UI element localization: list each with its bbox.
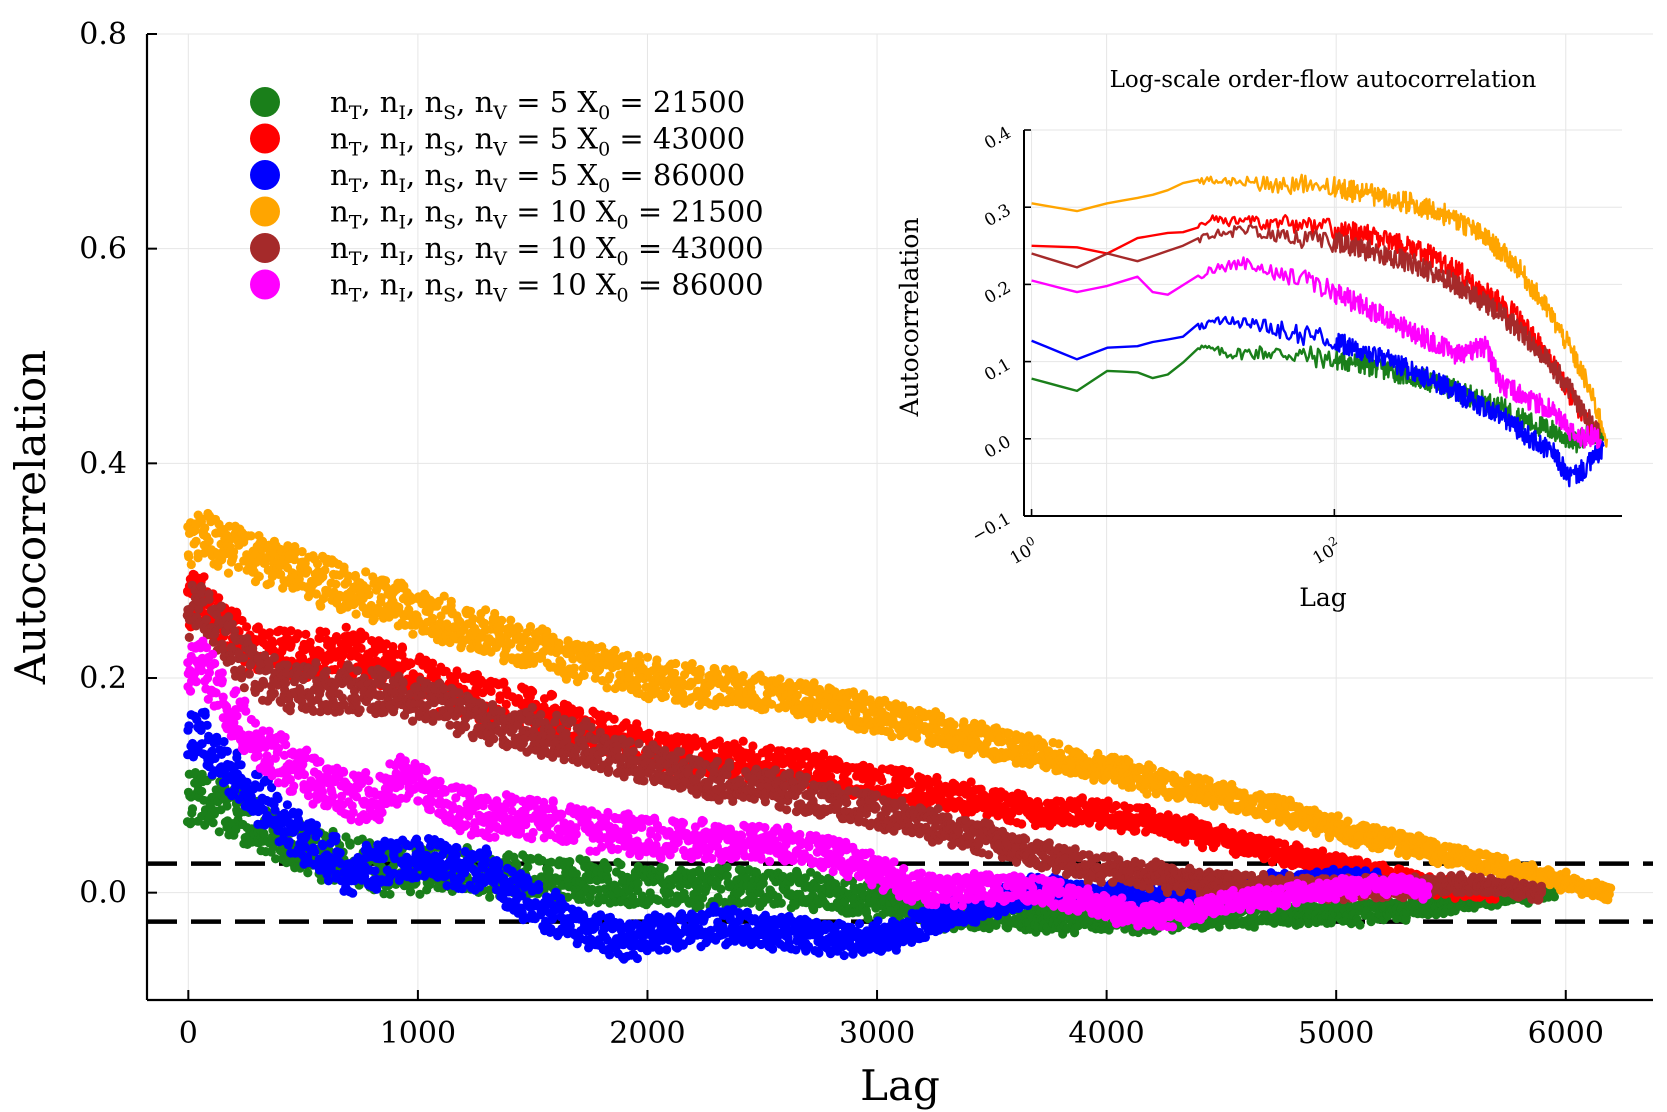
data-point bbox=[863, 913, 873, 924]
data-point bbox=[265, 628, 275, 638]
data-point bbox=[199, 572, 209, 582]
data-point bbox=[272, 791, 282, 801]
data-point bbox=[222, 746, 232, 756]
data-point bbox=[722, 862, 732, 873]
data-point bbox=[397, 642, 407, 652]
data-point bbox=[528, 687, 538, 697]
data-point bbox=[219, 737, 229, 747]
data-point bbox=[335, 848, 345, 858]
data-point bbox=[486, 686, 496, 697]
data-point bbox=[1131, 826, 1141, 836]
data-point bbox=[563, 892, 573, 902]
data-point bbox=[904, 766, 915, 777]
data-point bbox=[632, 953, 643, 964]
data-point bbox=[1549, 892, 1559, 902]
data-point bbox=[748, 741, 758, 751]
data-point bbox=[268, 638, 278, 648]
data-point bbox=[522, 873, 532, 883]
data-point bbox=[679, 888, 689, 898]
data-point bbox=[722, 871, 732, 881]
data-point bbox=[208, 818, 218, 828]
data-point bbox=[1017, 819, 1027, 829]
data-point bbox=[665, 888, 675, 898]
data-point bbox=[321, 627, 331, 637]
data-point bbox=[345, 840, 355, 850]
data-point bbox=[480, 858, 490, 869]
data-point bbox=[331, 832, 341, 842]
data-point bbox=[854, 919, 865, 929]
data-point bbox=[1355, 920, 1365, 930]
data-point bbox=[452, 843, 462, 853]
data-point bbox=[482, 848, 493, 858]
data-point bbox=[415, 889, 425, 899]
data-point bbox=[633, 878, 643, 888]
data-point bbox=[271, 854, 281, 864]
data-point bbox=[984, 923, 994, 934]
data-point bbox=[187, 808, 197, 818]
data-point bbox=[301, 629, 311, 640]
data-point bbox=[571, 869, 582, 879]
data-point bbox=[348, 888, 358, 898]
data-point bbox=[214, 827, 224, 837]
data-point bbox=[259, 828, 269, 839]
data-point bbox=[659, 863, 669, 873]
data-point bbox=[303, 868, 313, 878]
data-point bbox=[776, 898, 786, 908]
data-point bbox=[414, 840, 424, 850]
data-point bbox=[378, 853, 388, 864]
data-point bbox=[268, 842, 278, 852]
data-point bbox=[202, 720, 212, 730]
data-point bbox=[370, 866, 380, 876]
data-point bbox=[338, 649, 348, 660]
data-point bbox=[405, 887, 416, 897]
data-point bbox=[861, 906, 871, 916]
data-point bbox=[452, 666, 462, 676]
data-point bbox=[815, 874, 825, 884]
data-point bbox=[393, 844, 403, 854]
data-point bbox=[523, 862, 533, 872]
data-point bbox=[534, 880, 544, 890]
data-point bbox=[385, 889, 395, 899]
data-point bbox=[609, 714, 619, 724]
data-point bbox=[716, 884, 726, 894]
data-point bbox=[214, 593, 224, 603]
data-point bbox=[616, 860, 626, 870]
data-point bbox=[184, 721, 194, 731]
data-point bbox=[293, 808, 303, 818]
data-point bbox=[544, 866, 554, 876]
data-point bbox=[511, 858, 521, 868]
data-point bbox=[751, 867, 762, 878]
data-point bbox=[653, 895, 663, 906]
data-point bbox=[242, 622, 252, 632]
data-point bbox=[637, 891, 647, 901]
data-point bbox=[565, 857, 575, 867]
data-point bbox=[603, 864, 613, 874]
data-point bbox=[311, 820, 321, 830]
data-point bbox=[1163, 810, 1173, 820]
data-point bbox=[578, 910, 588, 920]
data-point bbox=[1111, 800, 1121, 811]
data-point bbox=[873, 916, 883, 926]
data-point bbox=[232, 808, 242, 818]
data-point bbox=[485, 892, 495, 902]
data-point bbox=[839, 950, 849, 961]
data-point bbox=[877, 776, 887, 786]
main-scatter-points bbox=[182, 508, 1616, 964]
data-point bbox=[197, 786, 207, 796]
data-point bbox=[313, 828, 324, 839]
data-point bbox=[282, 800, 292, 810]
data-point bbox=[546, 689, 556, 700]
data-point bbox=[341, 622, 351, 632]
data-point bbox=[662, 945, 672, 955]
data-point bbox=[284, 837, 294, 847]
data-point bbox=[695, 901, 705, 911]
data-point bbox=[200, 707, 210, 717]
data-point bbox=[738, 736, 748, 746]
data-point bbox=[293, 629, 303, 639]
data-point bbox=[222, 801, 232, 811]
data-point bbox=[412, 872, 422, 883]
data-point bbox=[236, 760, 246, 770]
